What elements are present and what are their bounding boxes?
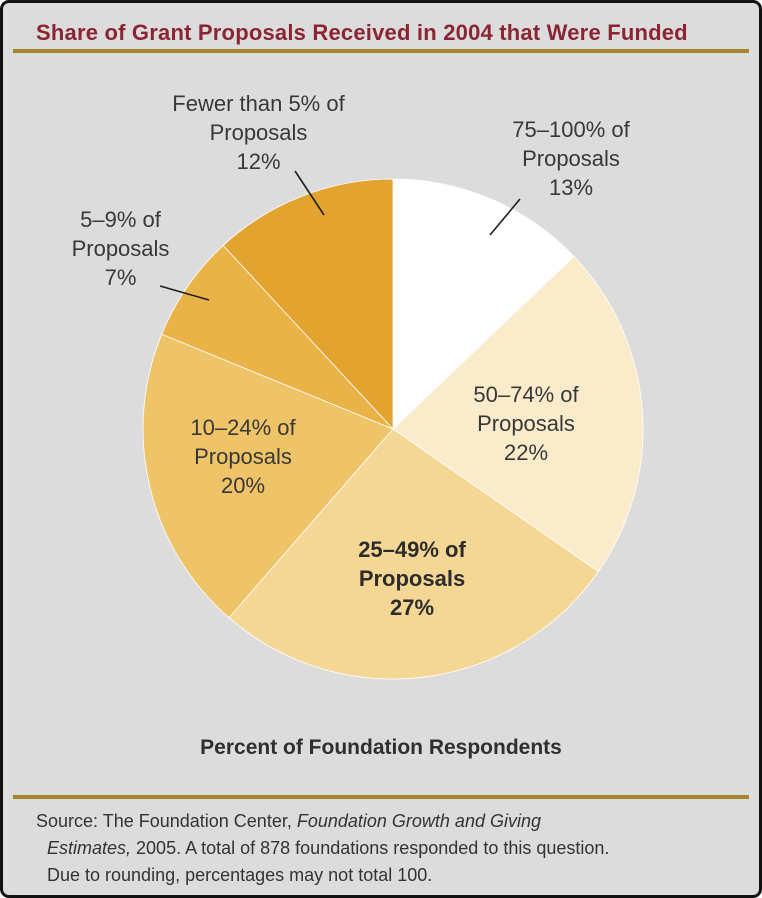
pie-label-line: 10–24% of bbox=[190, 415, 296, 440]
pie-slices-group bbox=[142, 178, 644, 680]
pie-slice-3 bbox=[142, 333, 394, 619]
pie-label-fewer-than-5: Fewer than 5% of Proposals 12% bbox=[151, 89, 366, 176]
axis-caption: Percent of Foundation Respondents bbox=[200, 736, 562, 759]
pie-label-line: 50–74% of bbox=[473, 382, 579, 407]
leader-lines-group bbox=[159, 170, 521, 301]
leader-line-fewer-than-5 bbox=[294, 170, 325, 216]
source-line-2: Estimates, 2005. A total of 878 foundati… bbox=[36, 835, 743, 862]
pie-label-line: Proposals bbox=[477, 411, 575, 436]
pie-label-line: Proposals bbox=[522, 146, 620, 171]
pie-label-line: Fewer than 5% of bbox=[172, 91, 345, 116]
figure-title: Share of Grant Proposals Received in 200… bbox=[36, 20, 688, 45]
source-text: Source: The Foundation Center, bbox=[36, 811, 297, 831]
pie-slice-5 bbox=[222, 178, 394, 431]
pie-label-line: 13% bbox=[548, 175, 594, 200]
source-line-3: Due to rounding, percentages may not tot… bbox=[47, 865, 433, 885]
pie-chart bbox=[142, 170, 644, 680]
pie-label-line: Proposals bbox=[71, 236, 170, 261]
pie-label-line: Proposals bbox=[209, 120, 308, 145]
pie-label-line: 5–9% of bbox=[80, 207, 161, 232]
pie-slice-0 bbox=[392, 178, 575, 430]
source-line-1: Source: The Foundation Center, Foundatio… bbox=[36, 808, 743, 835]
pie-label-line: 25–49% of bbox=[358, 537, 466, 562]
pie-label-line: 12% bbox=[236, 149, 281, 174]
pie-label-line: 22% bbox=[503, 440, 549, 465]
pie-label-line: Proposals bbox=[358, 566, 466, 591]
title-underline-rule bbox=[13, 49, 749, 53]
pie-label-50-74: 50–74% of Proposals 22% bbox=[441, 380, 611, 467]
pie-slice-4 bbox=[161, 244, 394, 430]
pie-label-line: 7% bbox=[104, 265, 137, 290]
source-italic-title: Foundation Growth and Giving bbox=[296, 811, 541, 831]
pie-label-5-9: 5–9% of Proposals 7% bbox=[48, 205, 193, 292]
source-text: 2005. A total of 878 foundations respond… bbox=[131, 838, 610, 858]
source-italic-title-cont: Estimates, bbox=[47, 838, 132, 858]
source-note: Source: The Foundation Center, Foundatio… bbox=[36, 808, 743, 889]
pie-label-line: 20% bbox=[220, 473, 266, 498]
pie-label-line: 27% bbox=[389, 595, 435, 620]
pie-slice-2 bbox=[228, 428, 599, 680]
pie-slice-1 bbox=[392, 255, 644, 573]
leader-line-5-9 bbox=[159, 285, 210, 301]
pie-label-25-49: 25–49% of Proposals 27% bbox=[323, 535, 501, 622]
pie-label-line: Proposals bbox=[194, 444, 292, 469]
footer-rule bbox=[13, 795, 749, 799]
pie-label-line: 75–100% of bbox=[512, 117, 630, 142]
pie-label-75-100: 75–100% of Proposals 13% bbox=[491, 115, 651, 202]
pie-label-10-24: 10–24% of Proposals 20% bbox=[155, 413, 331, 500]
leader-line-75-100 bbox=[489, 198, 521, 236]
